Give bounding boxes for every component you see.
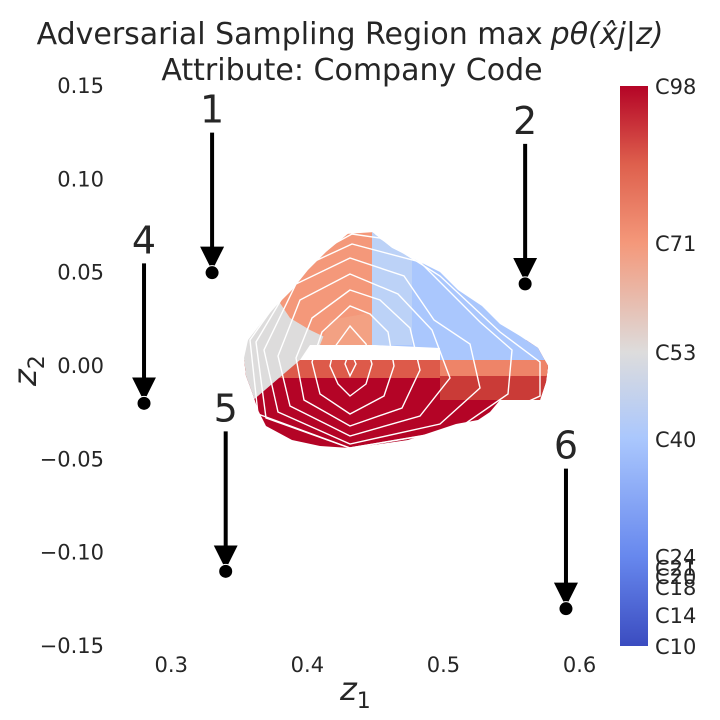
contour-8 [249,233,541,449]
y-axis-label: z2 [6,355,50,387]
contour-1 [344,348,357,378]
colorbar-tick-label: C14 [655,604,696,628]
title-math: pθ(x̂j|z) [550,17,664,52]
contours [249,233,541,449]
y-tick-label: −0.05 [40,447,104,471]
y-axis: 0.15 0.10 0.05 0.00 −0.05 −0.10 −0.15 [40,74,104,658]
region-right-band-mid [440,360,548,376]
x-tick-label: 0.3 [155,653,188,677]
y-tick-label: −0.10 [40,541,104,565]
annotation-label-5: 5 [214,386,238,430]
contour-4 [295,289,421,427]
title-line1: Adversarial Sampling Region max [37,17,543,52]
y-tick-label: 0.00 [57,354,104,378]
colorbar-tick-label: C21 [655,557,696,581]
point-6 [558,601,574,617]
colorbar-tick-label: C53 [655,341,696,365]
y-tick-label: 0.15 [57,74,104,98]
point-4 [136,395,152,411]
colorbar-tick-label: C40 [655,428,696,452]
chart-subtitle: Attribute: Company Code [161,53,542,88]
annotation-label-2: 2 [513,99,537,143]
annotation-label-1: 1 [200,88,224,132]
x-tick-label: 0.4 [291,653,324,677]
contour-3 [311,305,395,415]
y-tick-label: 0.10 [57,167,104,191]
contour-5 [277,273,451,437]
sampling-region [244,232,548,448]
contour-2 [329,324,373,397]
colorbar-tick-label: C71 [655,232,696,256]
colorbar-tick-label: C24 [655,545,696,569]
annotation-label-4: 4 [132,218,156,262]
x-axis: 0.3 0.4 0.5 0.6 [155,653,597,677]
point-5 [218,563,234,579]
colorbar-tick-label: C20 [655,565,696,589]
x-axis-label: z1 [339,670,371,714]
chart-title: Adversarial Sampling Region max pθ(x̂j|z) [37,17,664,52]
colorbar-tick-label: C10 [655,635,696,659]
annotation-label-6: 6 [554,424,578,468]
y-tick-label: 0.05 [57,261,104,285]
point-1 [204,265,220,281]
point-2 [517,276,533,292]
contour-6 [263,257,481,445]
x-tick-label: 0.5 [427,653,460,677]
y-tick-label: −0.15 [40,634,104,658]
colorbar-tick-label: C18 [655,576,696,600]
region-right-band-top [440,345,548,360]
x-tick-label: 0.6 [563,653,596,677]
colorbar [620,86,648,646]
colorbar-tick-label: C98 [655,75,696,99]
